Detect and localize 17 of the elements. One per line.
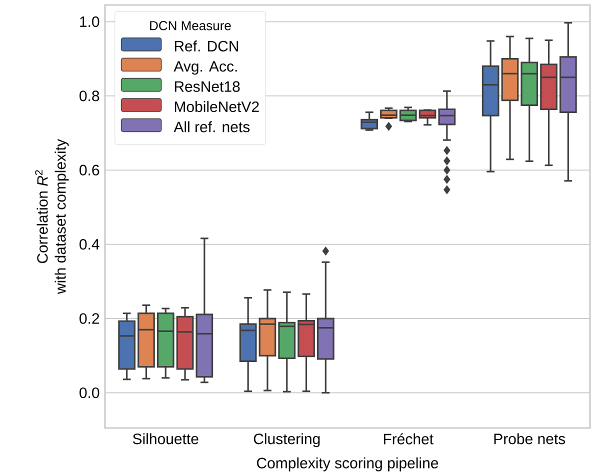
legend-label: MobileNetV2 xyxy=(174,101,259,112)
x-tick-label: Fréchet xyxy=(384,433,434,444)
legend-label: Ref. DCN xyxy=(174,40,238,52)
y-tick-label: 0.8 xyxy=(80,90,100,102)
y-tick-label: 0.6 xyxy=(80,164,100,176)
x-tick-label: Probe nets xyxy=(494,433,566,444)
legend-label: ResNet18 xyxy=(174,81,240,92)
legend-title: DCN Measure xyxy=(150,21,231,30)
x-tick-label: Silhouette xyxy=(132,433,198,444)
y-tick-label: 1.0 xyxy=(80,16,100,27)
y-tick-label: 0.4 xyxy=(80,239,100,250)
y-tick-label: 0.0 xyxy=(80,387,100,398)
legend-label: All ref. nets xyxy=(174,121,250,132)
x-tick-label: Clustering xyxy=(254,433,320,448)
legend-label: Avg. Acc. xyxy=(174,61,237,75)
y-tick-label: 0.2 xyxy=(80,313,100,324)
x-axis-title: Complexity scoring pipeline xyxy=(256,457,438,472)
